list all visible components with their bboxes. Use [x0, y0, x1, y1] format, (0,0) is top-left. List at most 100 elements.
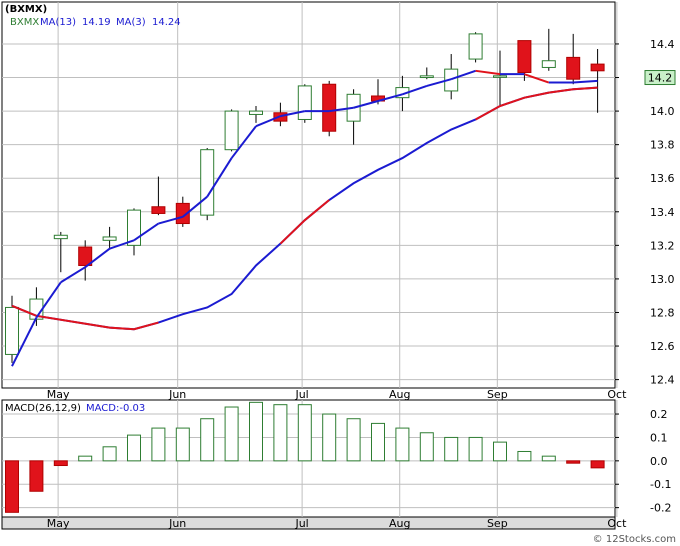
price-panel [1, 1, 616, 389]
macd-bar-positive [297, 404, 312, 462]
candle-up [224, 110, 239, 151]
ma13-line-segment [182, 195, 208, 218]
macd-bar-negative [566, 460, 581, 464]
legend-ma13-value: 14.19 [82, 17, 111, 28]
macd-x-tick-label: Sep [487, 517, 508, 530]
macd-bar-positive [493, 441, 507, 462]
candle-up [200, 149, 215, 216]
ma13-line-segment [230, 125, 257, 159]
macd-x-tick-label: May [47, 517, 70, 530]
macd-bar-positive [273, 404, 288, 462]
macd-bar-negative [590, 460, 605, 469]
ma13-line-segment [11, 317, 38, 367]
ma3-line-down-segment [11, 304, 159, 331]
last-price-tag-box [644, 70, 676, 86]
date-strip [1, 516, 616, 530]
macd-marks [5, 401, 605, 513]
price-x-tick-label: Sep [487, 388, 508, 401]
macd-bar-negative [29, 460, 44, 492]
macd-x-tick-label: Jul [294, 517, 308, 530]
price-y-tick-label: 13.2 [650, 239, 675, 252]
price-y-tick-label: 13.8 [650, 139, 675, 152]
ma13-line-segment [158, 215, 184, 225]
ma13-line-segment [450, 69, 476, 81]
price-x-tick-label: May [47, 388, 70, 401]
price-x-tick-label: Oct [607, 388, 627, 401]
price-y-tick-label: 12.6 [650, 340, 675, 353]
candle-down [517, 40, 532, 73]
macd-bar-positive [102, 446, 117, 462]
candle-down [322, 83, 337, 132]
candle-up [419, 75, 434, 79]
price-y-tick-label: 14.4 [650, 38, 675, 51]
macd-bar-positive [468, 436, 483, 462]
macd-bar-positive [322, 413, 337, 462]
ma13-line-segment [60, 266, 86, 284]
macd-bar-negative [5, 460, 19, 513]
ma13-line-segment [84, 247, 111, 268]
ma13-line-segment [573, 79, 598, 84]
price-x-tick-label: Aug [389, 388, 410, 401]
ma13-line-segment [426, 78, 452, 87]
macd-bar-positive [249, 401, 263, 462]
ma13-line-segment [133, 222, 159, 242]
axis-labels: May May Jun Jun Jul Jul Aug Aug Sep Sep Oct Oct 12.4… [47, 38, 675, 530]
macd-bar-negative [53, 460, 68, 467]
macd-y-tick-label: 0.0 [650, 455, 668, 468]
candle-up [5, 306, 19, 355]
price-x-tick-label: Jul [294, 388, 308, 401]
candle-down [566, 56, 581, 80]
ma13-line-segment [206, 157, 233, 198]
legend-ma3-label: MA(3) [116, 17, 146, 28]
price-y-tick-label: 13.4 [650, 206, 675, 219]
legend-ma13-label: MA(13) [40, 17, 76, 28]
macd-y-tick-label: 0.1 [650, 431, 668, 444]
last-price-tag: 14.2 [644, 70, 676, 86]
macd-x-tick-label: Jun [168, 517, 186, 530]
macd-bar-positive [346, 418, 361, 462]
macd-bar-positive [127, 434, 141, 462]
macd-legend-params: MACD(26,12,9) [5, 403, 81, 414]
price-marks [5, 28, 605, 367]
price-y-tick-label: 13.0 [650, 273, 675, 286]
candle-up [127, 209, 141, 246]
ma3-line-down-segment [475, 86, 598, 121]
candle-up [297, 85, 312, 120]
legend-ma3-value: 14.24 [152, 17, 181, 28]
price-y-tick-label: 14.0 [650, 105, 675, 118]
macd-x-tick-label: Aug [389, 517, 410, 530]
macd-bar-positive [175, 427, 190, 462]
last-price-tag-value: 14.2 [648, 72, 673, 85]
legend-symbol: BXMX [10, 17, 39, 28]
macd-bar-positive [371, 422, 385, 462]
watermark: © 12Stocks.com [593, 534, 676, 545]
candle-up [102, 236, 117, 241]
price-y-tick-label: 12.8 [650, 306, 675, 319]
candle-up [53, 234, 68, 240]
macd-y-tick-label: -0.1 [650, 478, 671, 491]
ma3-line-down-segment [279, 199, 330, 245]
price-x-tick-label: Jun [168, 388, 186, 401]
macd-bar-positive [444, 436, 459, 462]
chart-title: (BXMX) [5, 4, 47, 15]
macd-x-tick-label: Oct [607, 517, 627, 530]
macd-bar-positive [395, 427, 410, 462]
macd-bar-positive [200, 418, 215, 462]
ma13-line-segment [255, 115, 281, 128]
ma13-line-segment [402, 84, 428, 96]
price-grid [2, 2, 619, 388]
candle-up [468, 33, 483, 60]
macd-y-tick-label: -0.2 [650, 502, 671, 515]
candle-down [151, 206, 166, 214]
macd-bar-positive [224, 406, 239, 462]
macd-bar-positive [151, 427, 166, 462]
candle-up [493, 75, 507, 78]
price-y-tick-label: 13.6 [650, 172, 675, 185]
macd-bar-positive [541, 455, 556, 462]
candle-up [541, 60, 556, 68]
ma13-line-segment [35, 281, 62, 319]
macd-bar-positive [78, 455, 93, 462]
ma13-line-segment [475, 69, 501, 76]
ma13-line-segment [377, 93, 403, 102]
